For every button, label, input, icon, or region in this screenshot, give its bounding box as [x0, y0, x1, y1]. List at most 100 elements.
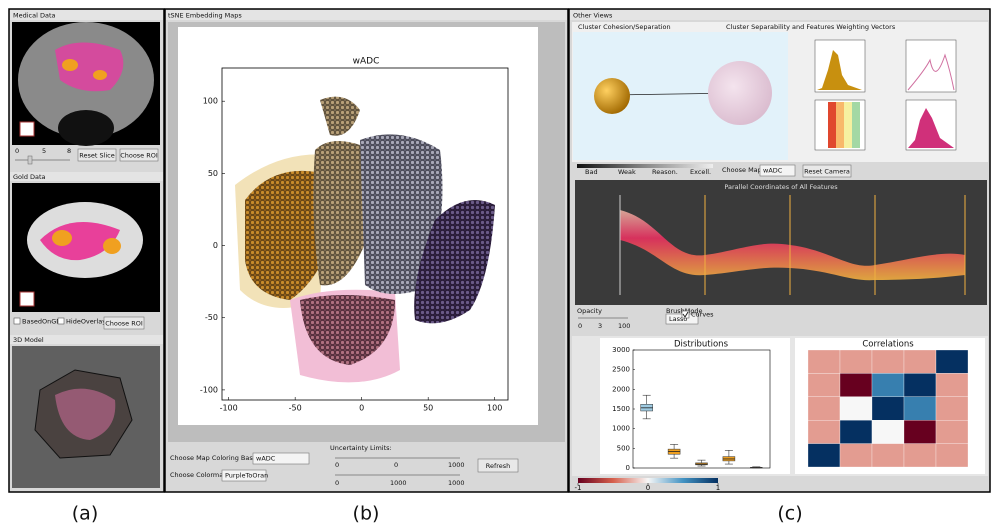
control-label: Opacity [577, 307, 602, 315]
button[interactable]: Choose ROI [104, 317, 144, 329]
slider-label: 5 [42, 147, 46, 155]
control-label: Choose Map Coloring Base: [170, 454, 259, 462]
panel-title: tSNE Embedding Maps [168, 12, 242, 20]
heat-cell [872, 444, 904, 467]
heat-cell [904, 397, 936, 420]
slider-label: 1000 [390, 479, 407, 487]
heat-cell [808, 350, 840, 373]
quality-label: Weak [618, 168, 636, 176]
y-tick-label: -100 [200, 385, 218, 394]
plot-title: wADC [353, 57, 380, 67]
view-title: Cluster Separability and Features Weight… [726, 23, 896, 31]
view-title: Cluster Cohesion/Separation [578, 23, 671, 31]
quality-label: Excell. [690, 168, 711, 176]
select-value: wADC [256, 455, 276, 463]
select-value: wADC [763, 167, 783, 175]
chart-title: Correlations [862, 340, 914, 350]
checkbox-label: HideOverlay [66, 318, 106, 326]
overlay [103, 238, 121, 254]
y-tick-label: 3000 [612, 346, 630, 354]
overlay [62, 59, 78, 71]
y-tick-label: 500 [617, 444, 630, 452]
heat-cell [936, 350, 968, 373]
y-tick-label: -50 [205, 313, 218, 322]
heat-cell [808, 373, 840, 396]
heat-cell [904, 444, 936, 467]
control-label: Choose Map: [722, 166, 764, 174]
heat-cell [808, 444, 840, 467]
colorbar-label: 1 [716, 484, 720, 492]
button-label: Refresh [486, 462, 511, 470]
checkbox[interactable] [14, 318, 20, 324]
icon [20, 122, 34, 136]
slider-label: 0 [394, 461, 398, 469]
y-tick-label: 2000 [612, 385, 630, 393]
checkbox-label: BasedOnGD [22, 318, 61, 326]
panel-title: 3D Model [13, 336, 44, 344]
panel-title: Gold Data [13, 173, 46, 181]
x-tick-label: -100 [220, 404, 238, 413]
slider-handle[interactable] [28, 156, 32, 164]
title-bar [570, 10, 989, 20]
heat-cell [840, 350, 872, 373]
heat-cell [872, 420, 904, 443]
control-label: Uncertainty Limits: [330, 444, 392, 452]
button[interactable]: Reset Slice [78, 149, 116, 161]
y-tick-label: 1000 [612, 425, 630, 433]
button-label: Choose ROI [105, 320, 143, 328]
slider-label: 8 [67, 147, 71, 155]
heat-cell [904, 420, 936, 443]
slider-label: 1000 [448, 461, 465, 469]
heat-cell [936, 373, 968, 396]
heat-cell [936, 444, 968, 467]
heat-cell [872, 373, 904, 396]
weight-band [852, 102, 860, 148]
y-tick-label: 0 [213, 241, 218, 250]
slider-label: 0 [15, 147, 19, 155]
button-label: Reset Slice [79, 152, 115, 160]
panel-title: Other Views [573, 12, 613, 20]
heat-cell [936, 397, 968, 420]
select-value: PurpleToOran [225, 472, 268, 480]
heat-cell [840, 420, 872, 443]
heat-cell [840, 397, 872, 420]
view-title: Parallel Coordinates of All Features [724, 183, 838, 191]
colorbar-label: -1 [575, 484, 582, 492]
screenshot: Medical Data 0 5 8 Reset Slice Choose RO… [0, 0, 997, 524]
panel-title: Medical Data [13, 12, 56, 20]
overlay [93, 70, 107, 80]
weight-band [828, 102, 836, 148]
heat-cell [904, 373, 936, 396]
heat-cell [872, 350, 904, 373]
heat-cell [872, 397, 904, 420]
heat-cell [936, 420, 968, 443]
y-tick-label: 50 [208, 169, 218, 178]
axes [633, 350, 770, 468]
quality-label: Reason. [652, 168, 678, 176]
y-tick-label: 0 [626, 464, 630, 472]
slider-label: 3 [598, 322, 602, 330]
x-tick-label: -50 [289, 404, 302, 413]
button[interactable]: Choose ROI [120, 149, 158, 161]
y-tick-label: 1500 [612, 405, 630, 413]
checkbox[interactable] [58, 318, 64, 324]
heat-cell [840, 373, 872, 396]
slider-label: 0 [335, 461, 339, 469]
quality-label: Bad [585, 168, 598, 176]
y-tick-label: 2500 [612, 366, 630, 374]
slider-label: 100 [618, 322, 630, 330]
overlay [52, 230, 72, 246]
caption: (a) [72, 503, 98, 524]
heat-cell [840, 444, 872, 467]
cluster-sphere [708, 61, 772, 125]
caption: (c) [777, 503, 802, 524]
button[interactable]: Refresh [478, 459, 518, 472]
control-label: Choose Colormap: [170, 471, 230, 479]
button[interactable]: Reset Camera [803, 165, 851, 177]
mri-cavity [58, 110, 114, 146]
button-label: Choose ROI [120, 152, 158, 160]
icon [20, 292, 34, 306]
x-tick-label: 50 [423, 404, 433, 413]
colorbar [578, 478, 718, 483]
button-label: Reset Camera [804, 168, 850, 176]
